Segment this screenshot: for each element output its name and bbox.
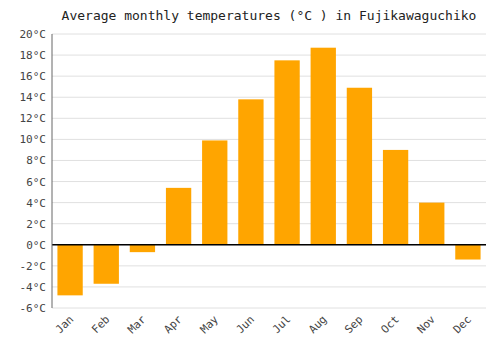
grid-line [52,244,486,245]
y-tick-label: 8°C [26,154,46,167]
x-axis: Jan Feb Mar Apr May Jun Jul Aug Sep Oct Nov Dec [53,313,474,337]
x-tick-label: Jun [234,313,257,336]
x-tick-label: Oct [378,313,401,336]
bar [202,140,227,244]
grid-line [52,118,486,119]
y-tick-label: 10°C [20,133,47,146]
x-tick-label: Feb [89,313,112,336]
chart-title: Average monthly temperatures (°C ) in Fu… [62,8,477,23]
x-tick-label: May [198,313,222,337]
chart-svg: Average monthly temperatures (°C ) in Fu… [0,0,500,350]
bar [94,245,119,284]
y-tick-label: 18°C [20,49,47,62]
grid-line [52,76,486,77]
x-tick-label: Jul [270,313,293,336]
y-tick-label: -6°C [20,302,47,315]
bar [238,99,263,244]
bar [383,150,408,245]
grid-line [52,97,486,98]
grid [52,34,486,308]
chart-container: Average monthly temperatures (°C ) in Fu… [0,0,500,350]
y-tick-label: 12°C [20,112,47,125]
x-tick-label: Nov [415,313,439,337]
grid-line [52,308,486,309]
y-tick-label: 16°C [20,70,47,83]
bar [455,245,480,260]
bar [130,245,155,252]
y-axis: -6°C -4°C -2°C 0°C 2°C 4°C 6°C 8°C 10°C 12°C 14°C 1… [20,28,47,315]
bar [274,60,299,244]
x-tick-label: Dec [451,313,474,336]
y-axis-line [52,34,53,308]
y-tick-label: 2°C [26,218,46,231]
grid-line [52,286,486,287]
bars [57,48,480,296]
y-tick-label: 20°C [20,28,47,41]
bar [419,203,444,245]
bar [311,48,336,245]
y-tick-label: 14°C [20,91,47,104]
zero-line [52,244,486,246]
x-tick-label: Jan [53,313,76,336]
grid-line [52,160,486,161]
x-tick-label: Mar [125,313,149,337]
grid-line [52,55,486,56]
y-tick-label: 0°C [26,239,46,252]
bar [166,188,191,245]
y-tick-label: -2°C [20,260,47,273]
y-tick-label: 4°C [26,197,46,210]
x-tick-label: Sep [342,313,365,336]
grid-line [52,181,486,182]
grid-line [52,139,486,140]
bar [57,245,82,296]
x-tick-label: Apr [161,313,185,337]
y-tick-label: -4°C [20,281,47,294]
x-tick-label: Aug [306,313,329,336]
y-tick-label: 6°C [26,176,46,189]
grid-line [52,34,486,35]
bar [347,88,372,245]
